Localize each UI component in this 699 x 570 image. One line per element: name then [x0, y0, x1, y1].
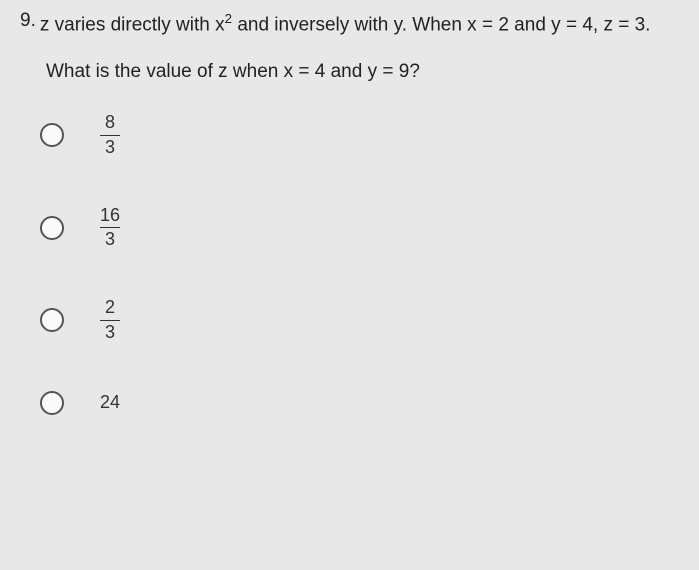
radio-icon[interactable] [40, 123, 64, 147]
option-c[interactable]: 2 3 [40, 298, 679, 343]
question-number: 9. [20, 10, 36, 32]
radio-icon[interactable] [40, 216, 64, 240]
option-b[interactable]: 16 3 [40, 206, 679, 251]
option-a[interactable]: 8 3 [40, 113, 679, 158]
option-b-value: 16 3 [100, 206, 120, 251]
option-a-value: 8 3 [100, 113, 120, 158]
option-d[interactable]: 24 [40, 391, 679, 415]
option-d-value: 24 [100, 392, 120, 413]
radio-icon[interactable] [40, 308, 64, 332]
question-container: 9. z varies directly with x2 and inverse… [0, 0, 699, 425]
option-c-value: 2 3 [100, 298, 120, 343]
exponent: 2 [225, 11, 232, 26]
radio-icon[interactable] [40, 391, 64, 415]
question-text: z varies directly with x2 and inversely … [40, 10, 651, 39]
options-list: 8 3 16 3 2 3 24 [40, 113, 679, 415]
question-stem: 9. z varies directly with x2 and inverse… [20, 10, 679, 39]
sub-question: What is the value of z when x = 4 and y … [46, 61, 679, 83]
